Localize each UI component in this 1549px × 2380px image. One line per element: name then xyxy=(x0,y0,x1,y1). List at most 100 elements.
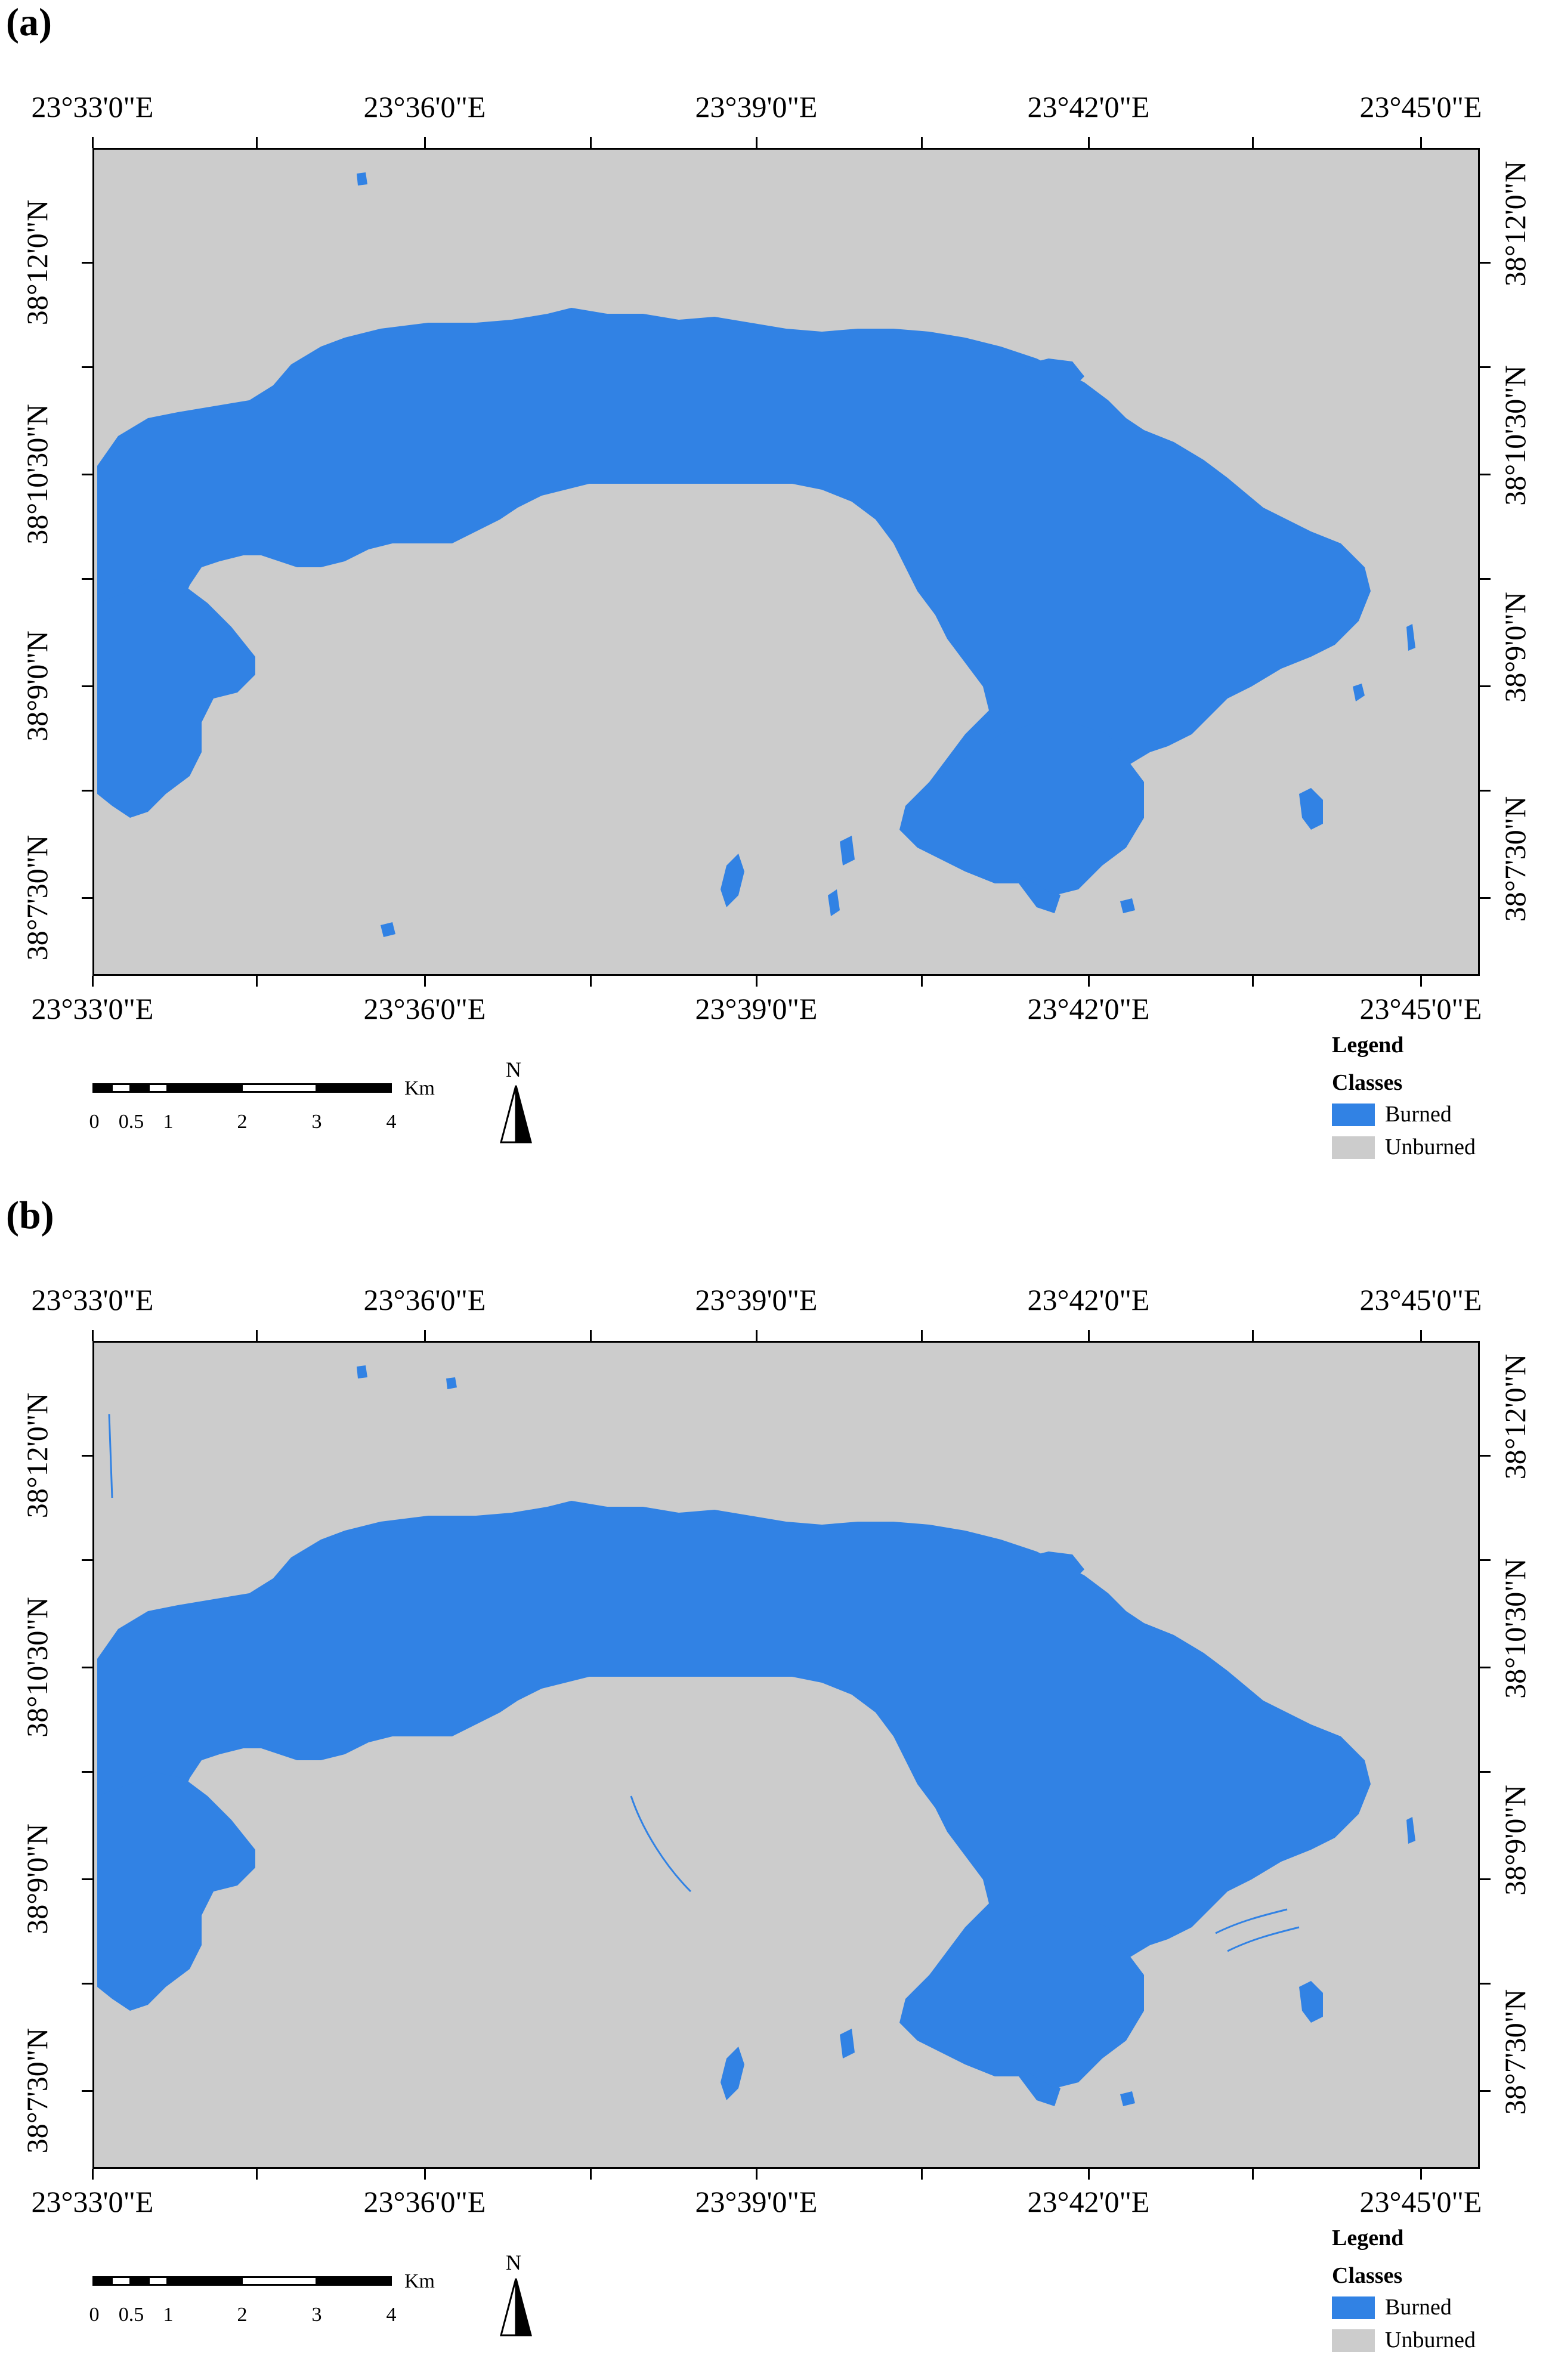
top-lon-label: 23°36'0"E xyxy=(363,1283,486,1316)
graticule-tick xyxy=(1252,2169,1254,2180)
graticule-tick xyxy=(1480,1559,1491,1561)
graticule-tick xyxy=(921,976,923,987)
graticule-tick xyxy=(921,1330,923,1341)
burned-streak xyxy=(108,1414,113,1498)
right-lat-label: 38°10'30"N xyxy=(1498,1558,1532,1699)
legend-subtitle: Classes xyxy=(1332,2263,1403,2288)
scale-label: 0.5 xyxy=(118,2304,144,2326)
burned-area-fragment xyxy=(1120,898,1135,913)
left-lat-label: 38°7'30"N xyxy=(20,2027,54,2154)
scale-label: 1 xyxy=(163,1111,174,1133)
graticule-tick xyxy=(756,976,758,987)
graticule-tick xyxy=(256,2169,258,2180)
legend-label-unburned: Unburned xyxy=(1385,2328,1476,2353)
graticule-tick xyxy=(756,137,758,148)
legend-swatch-unburned xyxy=(1332,2329,1375,2352)
burned-area-fragment xyxy=(721,854,744,907)
burned-area-fragment xyxy=(1120,2091,1135,2106)
legend-title: Legend xyxy=(1332,2226,1404,2251)
graticule-tick xyxy=(82,262,92,264)
graticule-tick xyxy=(1480,366,1491,368)
graticule-tick xyxy=(1420,2169,1422,2180)
graticule-tick xyxy=(92,976,94,987)
legend-swatch-burned xyxy=(1332,2296,1375,2319)
scale-segment xyxy=(316,1083,392,1093)
scale-label: 3 xyxy=(311,2304,322,2326)
graticule-tick xyxy=(424,137,426,148)
graticule-tick xyxy=(82,897,92,899)
graticule-tick xyxy=(424,976,426,987)
bottom-lon-label: 23°33'0"E xyxy=(31,2185,154,2218)
burned-area-fragment xyxy=(1299,1981,1323,2023)
panel-label: (a) xyxy=(6,1,52,44)
right-lat-label: 38°12'0"N xyxy=(1498,1353,1532,1480)
scale-segment xyxy=(166,2276,243,2286)
graticule-tick xyxy=(1252,1330,1254,1341)
burned-area-map xyxy=(94,150,1478,974)
graticule-tick xyxy=(1480,1771,1491,1773)
legend-label-burned: Burned xyxy=(1385,1102,1452,1127)
graticule-tick xyxy=(1088,976,1090,987)
graticule-tick xyxy=(92,1330,94,1341)
scale-label: 1 xyxy=(163,2304,174,2326)
top-lon-label: 23°42'0"E xyxy=(1027,90,1150,123)
scale-segment xyxy=(166,1083,243,1093)
panel-label: (b) xyxy=(6,1194,54,1237)
graticule-tick xyxy=(1088,2169,1090,2180)
graticule-tick xyxy=(92,2169,94,2180)
graticule-tick xyxy=(424,2169,426,2180)
north-arrow-icon xyxy=(500,2278,532,2336)
graticule-tick xyxy=(1420,976,1422,987)
graticule-tick xyxy=(1480,1667,1491,1668)
burned-area-fragment xyxy=(357,172,367,186)
graticule-tick xyxy=(1252,976,1254,987)
right-lat-label: 38°7'30"N xyxy=(1498,1989,1532,2115)
burned-area-fragment xyxy=(357,1365,367,1378)
scale-unit: Km xyxy=(404,2270,435,2292)
graticule-tick xyxy=(1252,137,1254,148)
burned-area-fragment xyxy=(828,889,840,916)
graticule-tick xyxy=(1480,685,1491,687)
map-panel-a: (a) 23°33'0"E 23°36'0"E 23°39'0"E 23°42'… xyxy=(0,0,1549,1187)
map-area xyxy=(92,1341,1480,2169)
legend-swatch-burned xyxy=(1332,1104,1375,1126)
burned-area-west-lobe xyxy=(97,1772,255,2011)
graticule-tick xyxy=(756,2169,758,2180)
graticule-tick xyxy=(82,1878,92,1880)
burned-area-fragment xyxy=(1299,788,1323,830)
scale-segment xyxy=(129,2276,150,2286)
left-lat-label: 38°10'30"N xyxy=(20,404,54,545)
scale-label: 2 xyxy=(237,2304,248,2326)
burned-area-northeast-patch xyxy=(1025,358,1084,388)
graticule-tick xyxy=(1480,578,1491,580)
right-lat-label: 38°7'30"N xyxy=(1498,796,1532,922)
bottom-lon-label: 23°42'0"E xyxy=(1027,992,1150,1025)
burned-area-fragment xyxy=(1406,1817,1415,1844)
left-lat-label: 38°9'0"N xyxy=(20,630,54,741)
burned-area-southeast-lobe xyxy=(899,1915,1144,2088)
burned-area-west-lobe xyxy=(97,579,255,818)
graticule-tick xyxy=(1420,1330,1422,1341)
map-area xyxy=(92,148,1480,976)
burned-area-southeast-lobe xyxy=(899,722,1144,895)
scale-segment xyxy=(111,2276,131,2286)
scale-segment xyxy=(92,2276,113,2286)
north-arrow-icon xyxy=(500,1085,532,1143)
graticule-tick xyxy=(82,366,92,368)
scale-label: 4 xyxy=(386,2304,397,2326)
graticule-tick xyxy=(424,1330,426,1341)
graticule-tick xyxy=(82,2090,92,2092)
bottom-lon-label: 23°36'0"E xyxy=(363,2185,486,2218)
scale-segment xyxy=(129,1083,150,1093)
burned-area-fragment xyxy=(721,2047,744,2100)
graticule-tick xyxy=(921,2169,923,2180)
graticule-tick xyxy=(82,790,92,792)
left-lat-label: 38°12'0"N xyxy=(20,199,54,326)
top-lon-label: 23°45'0"E xyxy=(1359,1283,1482,1316)
top-lon-label: 23°45'0"E xyxy=(1359,90,1482,123)
graticule-tick xyxy=(1480,1983,1491,1985)
north-label: N xyxy=(506,2251,521,2274)
scale-bar xyxy=(92,2276,403,2289)
graticule-tick xyxy=(1420,137,1422,148)
top-lon-label: 23°42'0"E xyxy=(1027,1283,1150,1316)
